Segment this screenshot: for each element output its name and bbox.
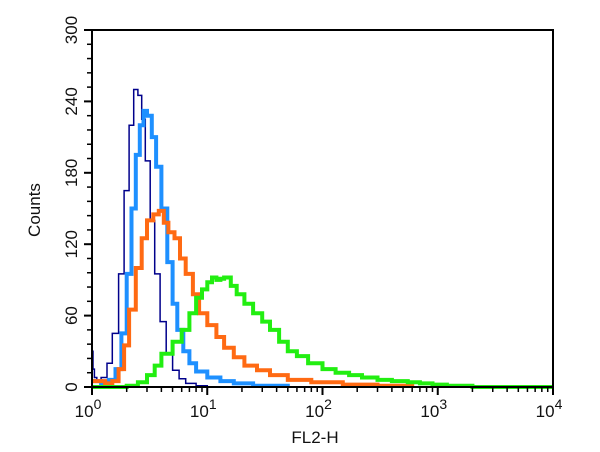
- x-tick-label: 101: [190, 396, 217, 421]
- y-tick-label: 60: [62, 306, 81, 325]
- series-line-1: [92, 88, 263, 388]
- series-line-4: [92, 275, 553, 389]
- y-tick-label: 300: [62, 16, 81, 44]
- x-tick-label: 102: [305, 396, 332, 421]
- x-tick-label: 103: [420, 396, 447, 421]
- series-line-2: [92, 108, 290, 388]
- axes-layer: 100 101 102 103 104 0 60 120 180 240 300: [62, 16, 563, 421]
- x-tick-label: 104: [536, 396, 563, 421]
- y-axis-label: Counts: [25, 183, 44, 237]
- series-layer: [92, 88, 553, 389]
- y-tick-label: 0: [62, 382, 81, 391]
- series-line-3: [92, 208, 415, 388]
- y-tick-label: 120: [62, 230, 81, 258]
- y-tick-label: 240: [62, 87, 81, 115]
- y-tick-label: 180: [62, 159, 81, 187]
- x-axis-label: FL2-H: [291, 428, 338, 447]
- x-tick-label: 100: [75, 396, 102, 421]
